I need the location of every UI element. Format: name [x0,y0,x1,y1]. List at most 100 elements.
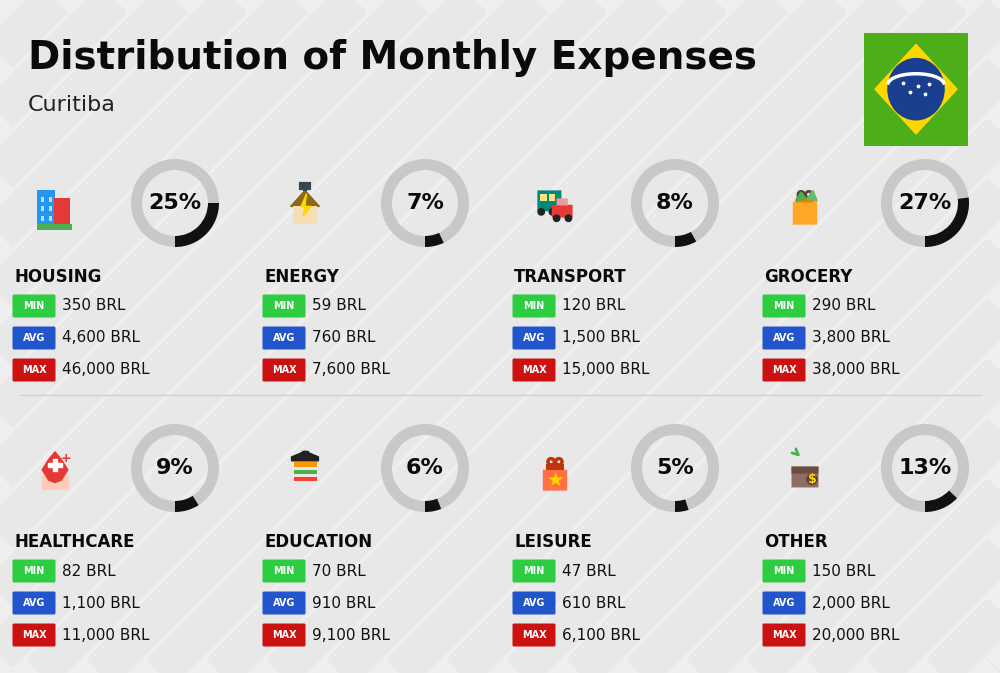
Text: 290 BRL: 290 BRL [812,299,876,314]
Text: 1,500 BRL: 1,500 BRL [562,330,640,345]
Text: 47 BRL: 47 BRL [562,563,616,579]
Text: ★: ★ [546,470,564,489]
FancyBboxPatch shape [49,207,52,211]
Text: AVG: AVG [523,598,545,608]
Text: Distribution of Monthly Expenses: Distribution of Monthly Expenses [28,39,757,77]
Text: 6%: 6% [406,458,444,478]
Text: AVG: AVG [273,598,295,608]
Text: MAX: MAX [772,630,796,640]
Text: 1,100 BRL: 1,100 BRL [62,596,140,610]
Text: 4,600 BRL: 4,600 BRL [62,330,140,345]
FancyBboxPatch shape [796,197,814,203]
Text: 150 BRL: 150 BRL [812,563,875,579]
Text: 610 BRL: 610 BRL [562,596,626,610]
Polygon shape [301,194,311,216]
FancyBboxPatch shape [12,295,56,318]
FancyBboxPatch shape [262,295,306,318]
FancyBboxPatch shape [37,224,72,229]
FancyBboxPatch shape [792,466,818,474]
Text: 5%: 5% [656,458,694,478]
Text: 59 BRL: 59 BRL [312,299,366,314]
Circle shape [549,209,556,215]
Text: MAX: MAX [22,630,46,640]
FancyBboxPatch shape [293,207,317,224]
Text: MAX: MAX [272,630,296,640]
Text: AVG: AVG [23,333,45,343]
Polygon shape [875,44,957,134]
Wedge shape [925,491,957,512]
Polygon shape [48,463,62,467]
Text: 350 BRL: 350 BRL [62,299,126,314]
Wedge shape [881,159,969,247]
FancyBboxPatch shape [262,559,306,583]
Text: GROCERY: GROCERY [764,268,852,286]
Wedge shape [131,424,219,512]
FancyBboxPatch shape [293,462,317,467]
Text: EDUCATION: EDUCATION [264,533,372,551]
Polygon shape [42,452,68,483]
Text: AVG: AVG [523,333,545,343]
FancyBboxPatch shape [293,468,317,474]
Wedge shape [925,197,969,247]
Text: 7%: 7% [406,193,444,213]
FancyBboxPatch shape [512,559,556,583]
FancyBboxPatch shape [763,559,806,583]
Text: 15,000 BRL: 15,000 BRL [562,363,650,378]
Text: MIN: MIN [773,566,795,576]
FancyBboxPatch shape [549,194,555,201]
Text: MIN: MIN [23,301,45,311]
FancyBboxPatch shape [49,197,52,202]
Text: MAX: MAX [522,630,546,640]
FancyBboxPatch shape [793,202,817,225]
Text: 120 BRL: 120 BRL [562,299,625,314]
Wedge shape [131,159,219,247]
FancyBboxPatch shape [293,476,317,481]
Text: 46,000 BRL: 46,000 BRL [62,363,150,378]
FancyBboxPatch shape [512,592,556,614]
Text: $: $ [808,473,816,486]
FancyBboxPatch shape [12,359,56,382]
FancyBboxPatch shape [512,326,556,349]
Polygon shape [795,192,807,201]
Text: +: + [61,452,72,465]
Text: 25%: 25% [148,193,202,213]
Wedge shape [425,499,441,512]
Circle shape [888,59,944,120]
Text: Curitiba: Curitiba [28,95,116,115]
Text: AVG: AVG [23,598,45,608]
FancyBboxPatch shape [543,470,567,491]
Text: MIN: MIN [523,301,545,311]
FancyBboxPatch shape [512,295,556,318]
FancyBboxPatch shape [864,32,968,145]
Text: 27%: 27% [898,193,952,213]
Text: ENERGY: ENERGY [264,268,339,286]
Wedge shape [175,203,219,247]
FancyBboxPatch shape [540,194,547,201]
Text: 2,000 BRL: 2,000 BRL [812,596,890,610]
Text: AVG: AVG [773,598,795,608]
FancyBboxPatch shape [537,190,561,211]
Text: MIN: MIN [273,301,295,311]
Wedge shape [175,496,199,512]
Circle shape [565,215,572,221]
FancyBboxPatch shape [49,216,52,221]
Polygon shape [292,451,318,461]
Text: 6,100 BRL: 6,100 BRL [562,627,640,643]
FancyBboxPatch shape [12,592,56,614]
Wedge shape [675,232,696,247]
Text: OTHER: OTHER [764,533,828,551]
Wedge shape [381,159,469,247]
Polygon shape [807,190,817,201]
Polygon shape [53,458,57,471]
Polygon shape [291,190,319,207]
FancyBboxPatch shape [763,359,806,382]
Wedge shape [881,424,969,512]
Text: MAX: MAX [272,365,296,375]
Text: 8%: 8% [656,193,694,213]
FancyBboxPatch shape [763,295,806,318]
Text: 13%: 13% [898,458,952,478]
Text: 760 BRL: 760 BRL [312,330,376,345]
FancyBboxPatch shape [512,359,556,382]
Circle shape [806,474,818,485]
Text: HOUSING: HOUSING [14,268,101,286]
